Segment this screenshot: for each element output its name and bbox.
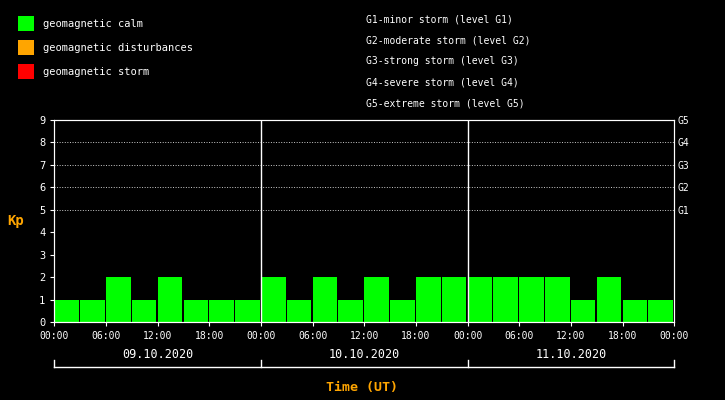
- Bar: [339, 300, 363, 322]
- Text: G1-minor storm (level G1): G1-minor storm (level G1): [366, 15, 513, 25]
- Text: Kp: Kp: [7, 214, 25, 228]
- Text: geomagnetic calm: geomagnetic calm: [43, 18, 143, 29]
- Bar: [545, 277, 570, 322]
- Text: G4-severe storm (level G4): G4-severe storm (level G4): [366, 77, 519, 87]
- Bar: [442, 277, 466, 322]
- Bar: [157, 277, 182, 322]
- Bar: [80, 300, 104, 322]
- Bar: [468, 277, 492, 322]
- Bar: [390, 300, 415, 322]
- Bar: [623, 300, 647, 322]
- Text: G2-moderate storm (level G2): G2-moderate storm (level G2): [366, 36, 531, 46]
- Bar: [261, 277, 286, 322]
- Bar: [312, 277, 337, 322]
- Bar: [494, 277, 518, 322]
- Bar: [235, 300, 260, 322]
- Bar: [364, 277, 389, 322]
- Text: Time (UT): Time (UT): [326, 382, 399, 394]
- Text: geomagnetic storm: geomagnetic storm: [43, 67, 149, 77]
- Bar: [132, 300, 157, 322]
- Bar: [648, 300, 673, 322]
- Text: G5-extreme storm (level G5): G5-extreme storm (level G5): [366, 98, 525, 108]
- Bar: [183, 300, 208, 322]
- Bar: [106, 277, 130, 322]
- Text: 11.10.2020: 11.10.2020: [535, 348, 607, 360]
- Bar: [597, 277, 621, 322]
- Text: 09.10.2020: 09.10.2020: [122, 348, 194, 360]
- Bar: [519, 277, 544, 322]
- Text: geomagnetic disturbances: geomagnetic disturbances: [43, 43, 193, 53]
- Bar: [287, 300, 311, 322]
- Text: G3-strong storm (level G3): G3-strong storm (level G3): [366, 56, 519, 66]
- Text: 10.10.2020: 10.10.2020: [328, 348, 400, 360]
- Bar: [416, 277, 441, 322]
- Bar: [210, 300, 234, 322]
- Bar: [54, 300, 79, 322]
- Bar: [571, 300, 595, 322]
